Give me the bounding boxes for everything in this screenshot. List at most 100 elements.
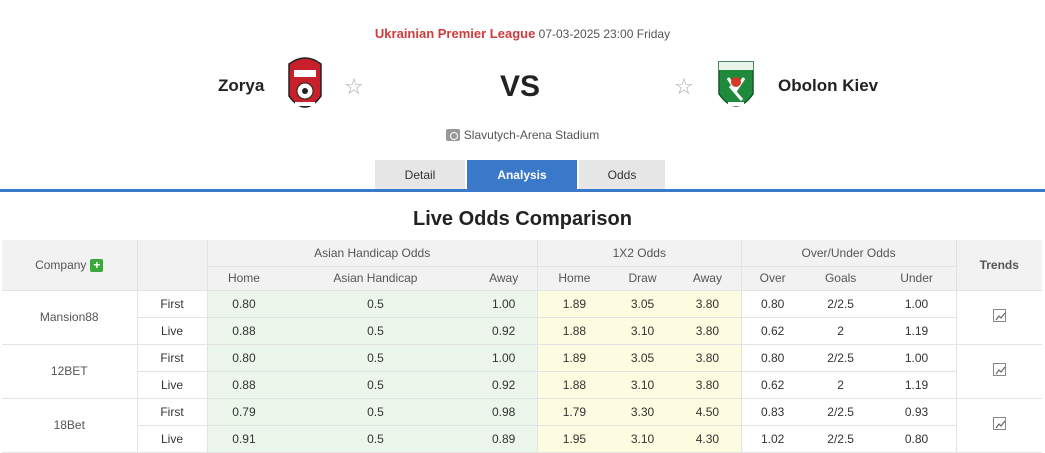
odds-value: 1.19 (877, 371, 956, 399)
odds-value: 0.62 (741, 371, 804, 399)
odds-value: 0.88 (207, 317, 281, 345)
league-name[interactable]: Ukrainian Premier League (374, 26, 536, 41)
odds-value: 1.88 (537, 371, 611, 399)
type-header (137, 240, 208, 291)
odds-value: 3.05 (610, 290, 675, 318)
sub-header: Under (877, 266, 956, 291)
odds-type: First (137, 290, 208, 318)
trend-chart-icon[interactable] (992, 417, 1006, 430)
odds-value: 1.88 (537, 317, 611, 345)
odds-value: 1.79 (537, 398, 611, 426)
section-title: Live Odds Comparison (413, 208, 632, 230)
table-row: Live 0.88 0.5 0.92 1.88 3.10 3.80 0.62 2 1.19 (2, 317, 1042, 345)
add-company-plus-icon[interactable]: + (90, 258, 104, 272)
sub-header: Goals (803, 266, 878, 291)
odds-value: 2/2.5 (803, 425, 878, 453)
odds-value: 0.92 (470, 317, 538, 345)
odds-value: 4.30 (674, 425, 742, 453)
company-header: Company + (2, 240, 138, 291)
odds-value: 0.5 (280, 290, 471, 318)
odds-type: First (137, 344, 208, 372)
match-tabs: Detail Analysis Odds (375, 160, 667, 190)
stadium-icon (445, 129, 460, 141)
trends-header: Trends (955, 240, 1042, 291)
odds-value: 0.5 (280, 371, 471, 399)
odds-value: 1.19 (877, 317, 956, 345)
odds-value: 0.80 (877, 425, 956, 453)
sub-header: Over (741, 266, 804, 291)
asian-handicap-header: Asian Handicap Odds (207, 240, 538, 267)
odds-value: 0.80 (741, 344, 804, 372)
odds-value: 1.00 (877, 290, 956, 318)
tab-underline (0, 189, 1045, 192)
trend-cell (955, 344, 1042, 399)
company-name[interactable]: Mansion88 (2, 290, 138, 345)
sub-header: Home (537, 266, 611, 291)
home-team-logo (288, 57, 322, 108)
odds-value: 3.80 (674, 344, 742, 372)
company-name[interactable]: 12BET (2, 344, 138, 399)
odds-value: 0.5 (280, 425, 471, 453)
trend-cell (955, 398, 1042, 453)
odds-value: 1.00 (470, 290, 538, 318)
odds-value: 2/2.5 (803, 290, 878, 318)
odds-value: 0.80 (207, 290, 281, 318)
odds-value: 3.05 (610, 344, 675, 372)
table-row: Mansion88 First 0.80 0.5 1.00 1.89 3.05 3.80 0.8… (2, 290, 1042, 345)
company-name[interactable]: 18Bet (2, 398, 138, 453)
odds-value: 3.10 (610, 371, 675, 399)
away-team-name[interactable]: Obolon Kiev (778, 76, 879, 95)
vs-label: VS (500, 70, 541, 103)
trend-chart-icon[interactable] (992, 309, 1006, 322)
odds-type: Live (137, 425, 208, 453)
odds-value: 3.80 (674, 317, 742, 345)
league-line: Ukrainian Premier League 07-03-2025 23:0… (0, 26, 1045, 41)
table-row: Live 0.88 0.5 0.92 1.88 3.10 3.80 0.62 2 1.19 (2, 371, 1042, 399)
odds-value: 0.93 (877, 398, 956, 426)
sub-header: Draw (610, 266, 675, 291)
away-favorite-star-icon[interactable]: ☆ (674, 74, 694, 99)
trend-chart-icon[interactable] (992, 363, 1006, 376)
tab-detail[interactable]: Detail (375, 160, 465, 190)
sub-header: Home (207, 266, 281, 291)
table-row: 18Bet First 0.79 0.5 0.98 1.79 3.30 4.50 0.83 2/2… (2, 398, 1042, 453)
home-favorite-star-icon[interactable]: ☆ (344, 74, 364, 99)
tab-analysis[interactable]: Analysis (467, 160, 577, 190)
odds-value: 3.80 (674, 290, 742, 318)
table-row: 12BET First 0.80 0.5 1.00 1.89 3.05 3.80 0.80 2/2… (2, 344, 1042, 399)
sub-header: Away (470, 266, 538, 291)
odds-type: First (137, 398, 208, 426)
1x2-header: 1X2 Odds (537, 240, 742, 267)
odds-value: 0.83 (741, 398, 804, 426)
odds-value: 2 (803, 371, 878, 399)
odds-value: 0.89 (470, 425, 538, 453)
odds-value: 0.5 (280, 317, 471, 345)
odds-value: 0.92 (470, 371, 538, 399)
odds-value: 1.02 (741, 425, 804, 453)
odds-value: 1.89 (537, 344, 611, 372)
odds-value: 1.95 (537, 425, 611, 453)
odds-value: 3.10 (610, 317, 675, 345)
tab-odds[interactable]: Odds (579, 160, 665, 190)
odds-value: 2/2.5 (803, 398, 878, 426)
odds-type: Live (137, 371, 208, 399)
odds-comparison-table: Company + Asian Handicap Odds 1X2 Odds Ov… (2, 240, 1042, 453)
odds-value: 1.89 (537, 290, 611, 318)
away-team-logo (718, 61, 754, 107)
odds-value: 0.98 (470, 398, 538, 426)
odds-value: 2 (803, 317, 878, 345)
odds-value: 0.91 (207, 425, 281, 453)
sub-header: Asian Handicap (280, 266, 471, 291)
home-team-name[interactable]: Zorya (218, 76, 265, 95)
odds-value: 0.5 (280, 398, 471, 426)
odds-value: 1.00 (877, 344, 956, 372)
odds-value: 0.80 (207, 344, 281, 372)
odds-value: 0.88 (207, 371, 281, 399)
odds-value: 1.00 (470, 344, 538, 372)
sub-header: Away (674, 266, 742, 291)
odds-value: 3.30 (610, 398, 675, 426)
match-header: Ukrainian Premier League 07-03-2025 23:0… (0, 0, 1045, 192)
stadium-line: Slavutych-Arena Stadium (0, 128, 1045, 142)
odds-value: 3.80 (674, 371, 742, 399)
odds-value: 0.79 (207, 398, 281, 426)
